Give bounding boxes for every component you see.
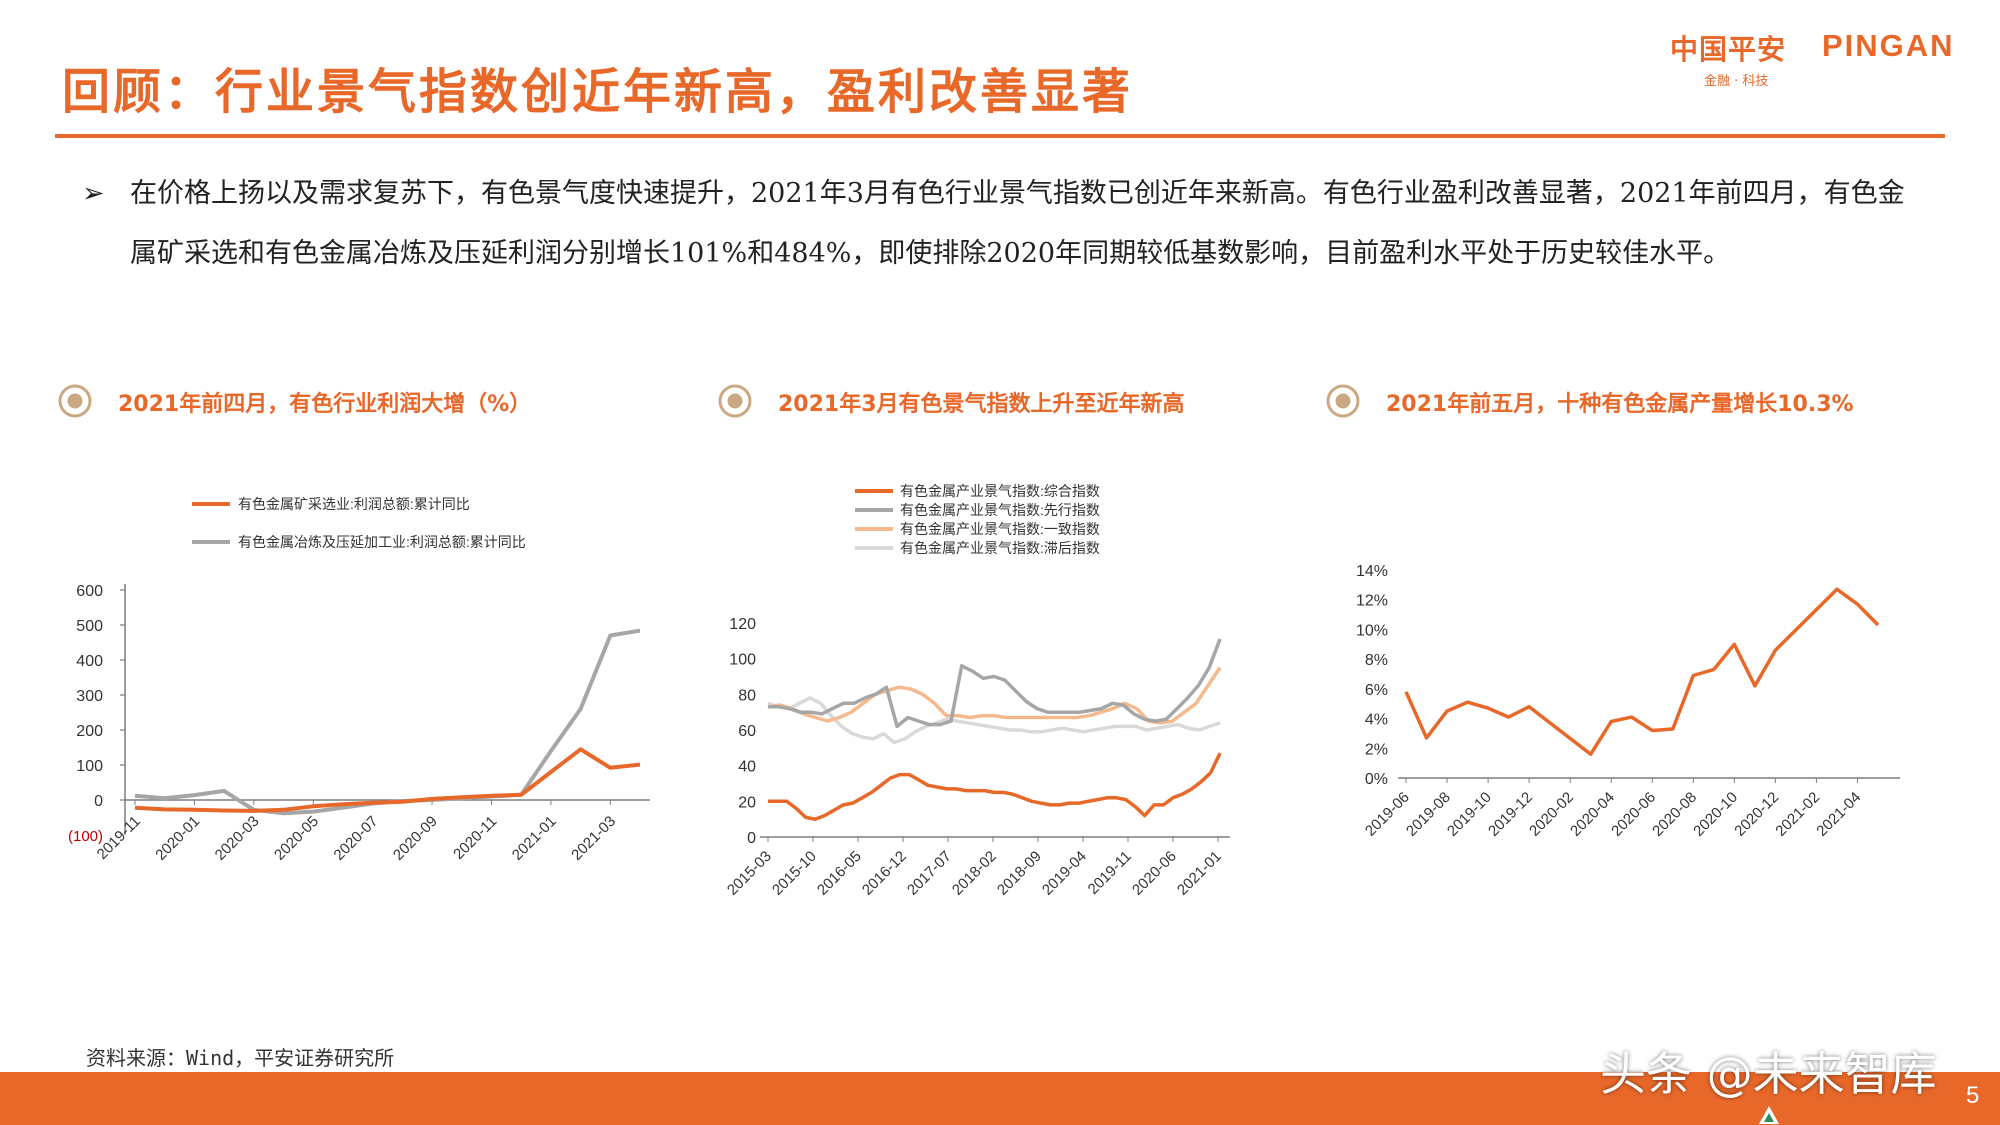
y-tick-label: 40 — [738, 759, 756, 776]
x-tick-label: 2020-11 — [450, 813, 500, 863]
y-tick-label: 400 — [76, 653, 103, 670]
series-line — [1404, 587, 1880, 756]
x-tick-label: 2019-12 — [1485, 789, 1536, 840]
data-source-note: 资料来源：Wind，平安证券研究所 — [86, 1046, 395, 1070]
x-tick-label: 2020-05 — [271, 813, 322, 864]
x-tick-label: 2020-06 — [1129, 848, 1180, 899]
y-tick-label: 120 — [729, 616, 756, 633]
y-tick-label: 10% — [1356, 622, 1388, 639]
x-tick-label: 2020-12 — [1731, 789, 1782, 840]
x-tick-label: 2020-04 — [1567, 789, 1618, 840]
y-tick-label: 4% — [1365, 712, 1388, 729]
x-tick-label: 2019-11 — [1085, 848, 1135, 898]
x-tick-label: 2020-10 — [1690, 789, 1741, 840]
x-tick-label: 2021-01 — [1174, 848, 1225, 899]
y-tick-label: 12% — [1356, 593, 1388, 610]
x-tick-label: 2019-04 — [1039, 848, 1090, 899]
y-tick-label: 500 — [76, 618, 103, 635]
chart-prosperity-index: 120 100 80 60 40 20 02015-032015-102016-052016… — [724, 483, 1230, 899]
logo-english-text: PINGAN — [1822, 28, 1955, 63]
y-tick-label: 0% — [1365, 771, 1388, 788]
series-line — [767, 666, 1222, 725]
x-tick-label: 2018-09 — [994, 848, 1045, 899]
y-tick-label: 20 — [738, 794, 756, 811]
y-tick-label: 80 — [738, 687, 756, 704]
logo-tagline: 金融 · 科技 — [1704, 74, 1769, 89]
target-bullet-icon — [718, 384, 752, 418]
y-tick-label: 600 — [76, 583, 103, 600]
x-tick-label: 2015-10 — [769, 848, 820, 899]
target-bullet-icon — [1326, 384, 1360, 418]
chart-heading-text: 2021年3月有色景气指数上升至近年新高 — [778, 392, 1185, 417]
legend-label: 有色金属产业景气指数:一致指数 — [900, 521, 1100, 537]
x-tick-label: 2020-01 — [152, 813, 203, 864]
x-tick-label: 2019-08 — [1403, 789, 1454, 840]
y-tick-label: 100 — [729, 652, 756, 669]
y-tick-label: 100 — [76, 758, 103, 775]
x-tick-label: 2020-08 — [1649, 789, 1700, 840]
x-tick-label: 2018-02 — [949, 848, 1000, 899]
logo-chinese-text: 中国平安 — [1670, 33, 1787, 66]
watermark-text: 头条 @未来智库 — [1600, 1047, 1937, 1101]
bullet-arrow-icon: ➢ — [82, 178, 105, 209]
pingan-logo: 中国平安 PINGAN 金融 · 科技 — [1670, 28, 1975, 90]
page-number: 5 — [1966, 1082, 1980, 1109]
y-tick-label-negative: (100) — [68, 828, 103, 845]
x-tick-label: 2015-03 — [724, 848, 775, 899]
y-tick-label: 14% — [1356, 563, 1388, 580]
x-tick-label: 2020-02 — [1526, 789, 1577, 840]
y-tick-label: 2% — [1365, 741, 1388, 758]
x-tick-label: 2021-02 — [1772, 789, 1823, 840]
series-line — [768, 752, 1222, 821]
x-tick-label: 2019-06 — [1362, 789, 1413, 840]
x-tick-label: 2020-09 — [390, 813, 441, 864]
x-tick-label: 2016-12 — [859, 848, 910, 899]
title-divider — [55, 134, 1945, 138]
x-tick-label: 2021-01 — [509, 813, 560, 864]
y-tick-label: 6% — [1365, 682, 1388, 699]
footer-logo-mark-icon — [1759, 1106, 1779, 1124]
legend-label: 有色金属冶炼及压延加工业:利润总额:累计同比 — [238, 534, 526, 550]
chart-output-growth: 14% 12% 10% 8% 6% 4% 2% 0%2019-062019-082019-10… — [1356, 563, 1900, 840]
page-title: 回顾：行业景气指数创近年新高，盈利改善显著 — [62, 64, 1134, 120]
y-tick-label: 0 — [747, 830, 756, 847]
y-tick-label: 300 — [76, 688, 103, 705]
x-tick-label: 2021-04 — [1813, 789, 1864, 840]
y-tick-label: 60 — [738, 723, 756, 740]
y-tick-label: 200 — [76, 723, 103, 740]
y-tick-label: 8% — [1365, 652, 1388, 669]
x-tick-label: 2020-06 — [1608, 789, 1659, 840]
y-tick-label: 0 — [94, 793, 103, 810]
footer-bar — [0, 1072, 2000, 1125]
chart-heading-text: 2021年前四月，有色行业利润大增（%） — [118, 392, 532, 417]
x-tick-label: 2020-03 — [212, 813, 263, 864]
x-tick-label: 2020-07 — [331, 813, 382, 864]
chart-heading-text: 2021年前五月，十种有色金属产量增长10.3% — [1386, 392, 1854, 417]
legend-label: 有色金属矿采选业:利润总额:累计同比 — [238, 496, 470, 512]
x-tick-label: 2021-03 — [568, 813, 619, 864]
legend-label: 有色金属产业景气指数:综合指数 — [900, 483, 1100, 499]
x-tick-label: 2019-10 — [1444, 789, 1495, 840]
legend-label: 有色金属产业景气指数:滞后指数 — [900, 540, 1100, 556]
series-line — [134, 628, 641, 816]
x-tick-label: 2016-05 — [814, 848, 865, 899]
legend-label: 有色金属产业景气指数:先行指数 — [900, 502, 1100, 518]
target-bullet-icon — [58, 384, 92, 418]
x-tick-label: 2017-07 — [904, 848, 955, 899]
series-line — [767, 696, 1221, 745]
series-line — [768, 638, 1222, 729]
series-line — [134, 747, 641, 813]
summary-paragraph: 在价格上扬以及需求复苏下，有色景气度快速提升，2021年3月有色行业景气指数已创… — [130, 178, 1905, 269]
